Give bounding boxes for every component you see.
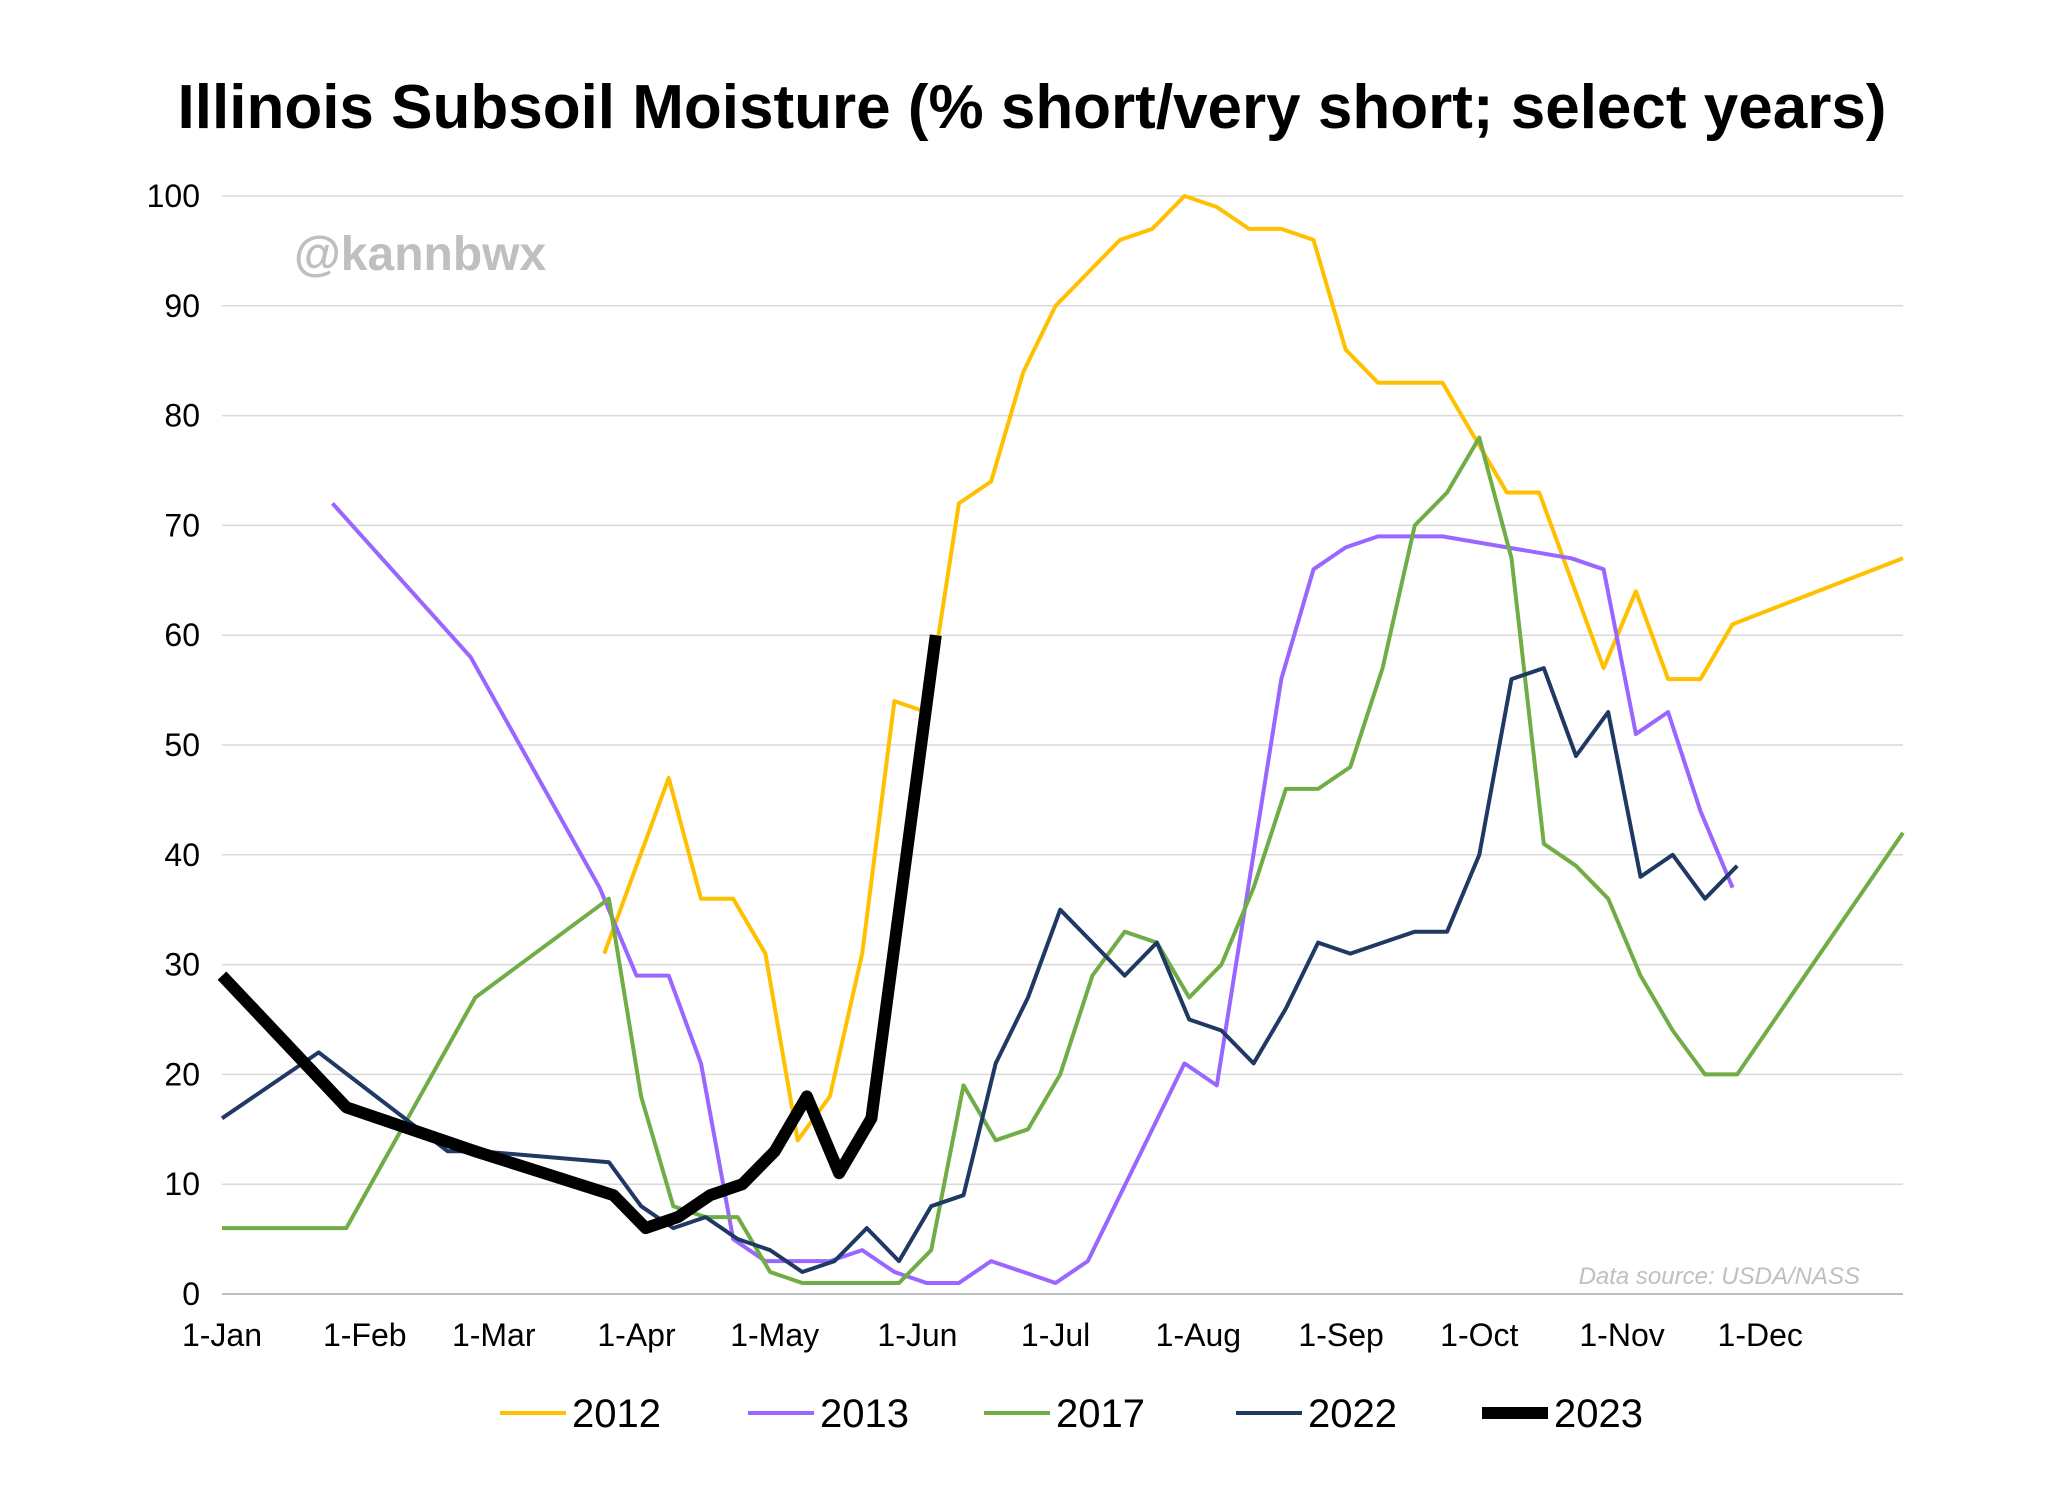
x-tick-label: 1-Nov bbox=[1579, 1317, 1664, 1353]
source-note: Data source: USDA/NASS bbox=[1579, 1263, 1860, 1290]
gridlines bbox=[222, 195, 1903, 1295]
legend: 2012 2013 2017 2022 2023 bbox=[500, 1392, 1643, 1436]
y-tick-label: 10 bbox=[164, 1166, 200, 1202]
series-line-2012 bbox=[602, 194, 1904, 1143]
x-tick-label: 1-Feb bbox=[323, 1317, 407, 1353]
y-axis-ticks: 0 10 20 30 40 50 60 70 80 90 100 bbox=[147, 178, 200, 1312]
x-tick-label: 1-Jan bbox=[182, 1317, 262, 1353]
x-tick-label: 1-Aug bbox=[1156, 1317, 1241, 1353]
x-tick-label: 1-Apr bbox=[597, 1317, 676, 1353]
series-line-2017 bbox=[222, 435, 1905, 1285]
series-lines bbox=[217, 194, 1905, 1285]
series-line-2013 bbox=[331, 502, 1735, 1285]
y-tick-label: 40 bbox=[164, 837, 200, 873]
watermark: @kannbwx bbox=[294, 228, 546, 281]
series-line-2022 bbox=[220, 666, 1739, 1274]
y-tick-label: 0 bbox=[182, 1276, 200, 1312]
x-tick-label: 1-Dec bbox=[1718, 1317, 1803, 1353]
legend-label-2022: 2022 bbox=[1308, 1392, 1397, 1436]
legend-label-2013: 2013 bbox=[820, 1392, 909, 1436]
y-tick-label: 70 bbox=[164, 507, 200, 543]
legend-label-2023: 2023 bbox=[1554, 1392, 1643, 1436]
y-tick-label: 20 bbox=[164, 1056, 200, 1092]
y-tick-label: 80 bbox=[164, 398, 200, 434]
x-tick-label: 1-Jul bbox=[1021, 1317, 1090, 1353]
chart-title: Illinois Subsoil Moisture (% short/very … bbox=[178, 73, 1887, 142]
x-tick-label: 1-Sep bbox=[1298, 1317, 1383, 1353]
x-tick-label: 1-May bbox=[730, 1317, 819, 1353]
y-tick-label: 60 bbox=[164, 617, 200, 653]
x-axis-ticks: 1-Jan 1-Feb 1-Mar 1-Apr 1-May 1-Jun 1-Jul 1-Aug… bbox=[182, 1317, 1803, 1353]
y-tick-label: 100 bbox=[147, 178, 200, 214]
x-tick-label: 1-Mar bbox=[452, 1317, 536, 1353]
y-tick-label: 30 bbox=[164, 947, 200, 983]
x-tick-label: 1-Jun bbox=[877, 1317, 957, 1353]
x-tick-label: 1-Oct bbox=[1440, 1317, 1518, 1353]
y-tick-label: 90 bbox=[164, 288, 200, 324]
legend-label-2017: 2017 bbox=[1056, 1392, 1145, 1436]
legend-label-2012: 2012 bbox=[572, 1392, 661, 1436]
y-tick-label: 50 bbox=[164, 727, 200, 763]
series-line-2023 bbox=[217, 634, 942, 1235]
